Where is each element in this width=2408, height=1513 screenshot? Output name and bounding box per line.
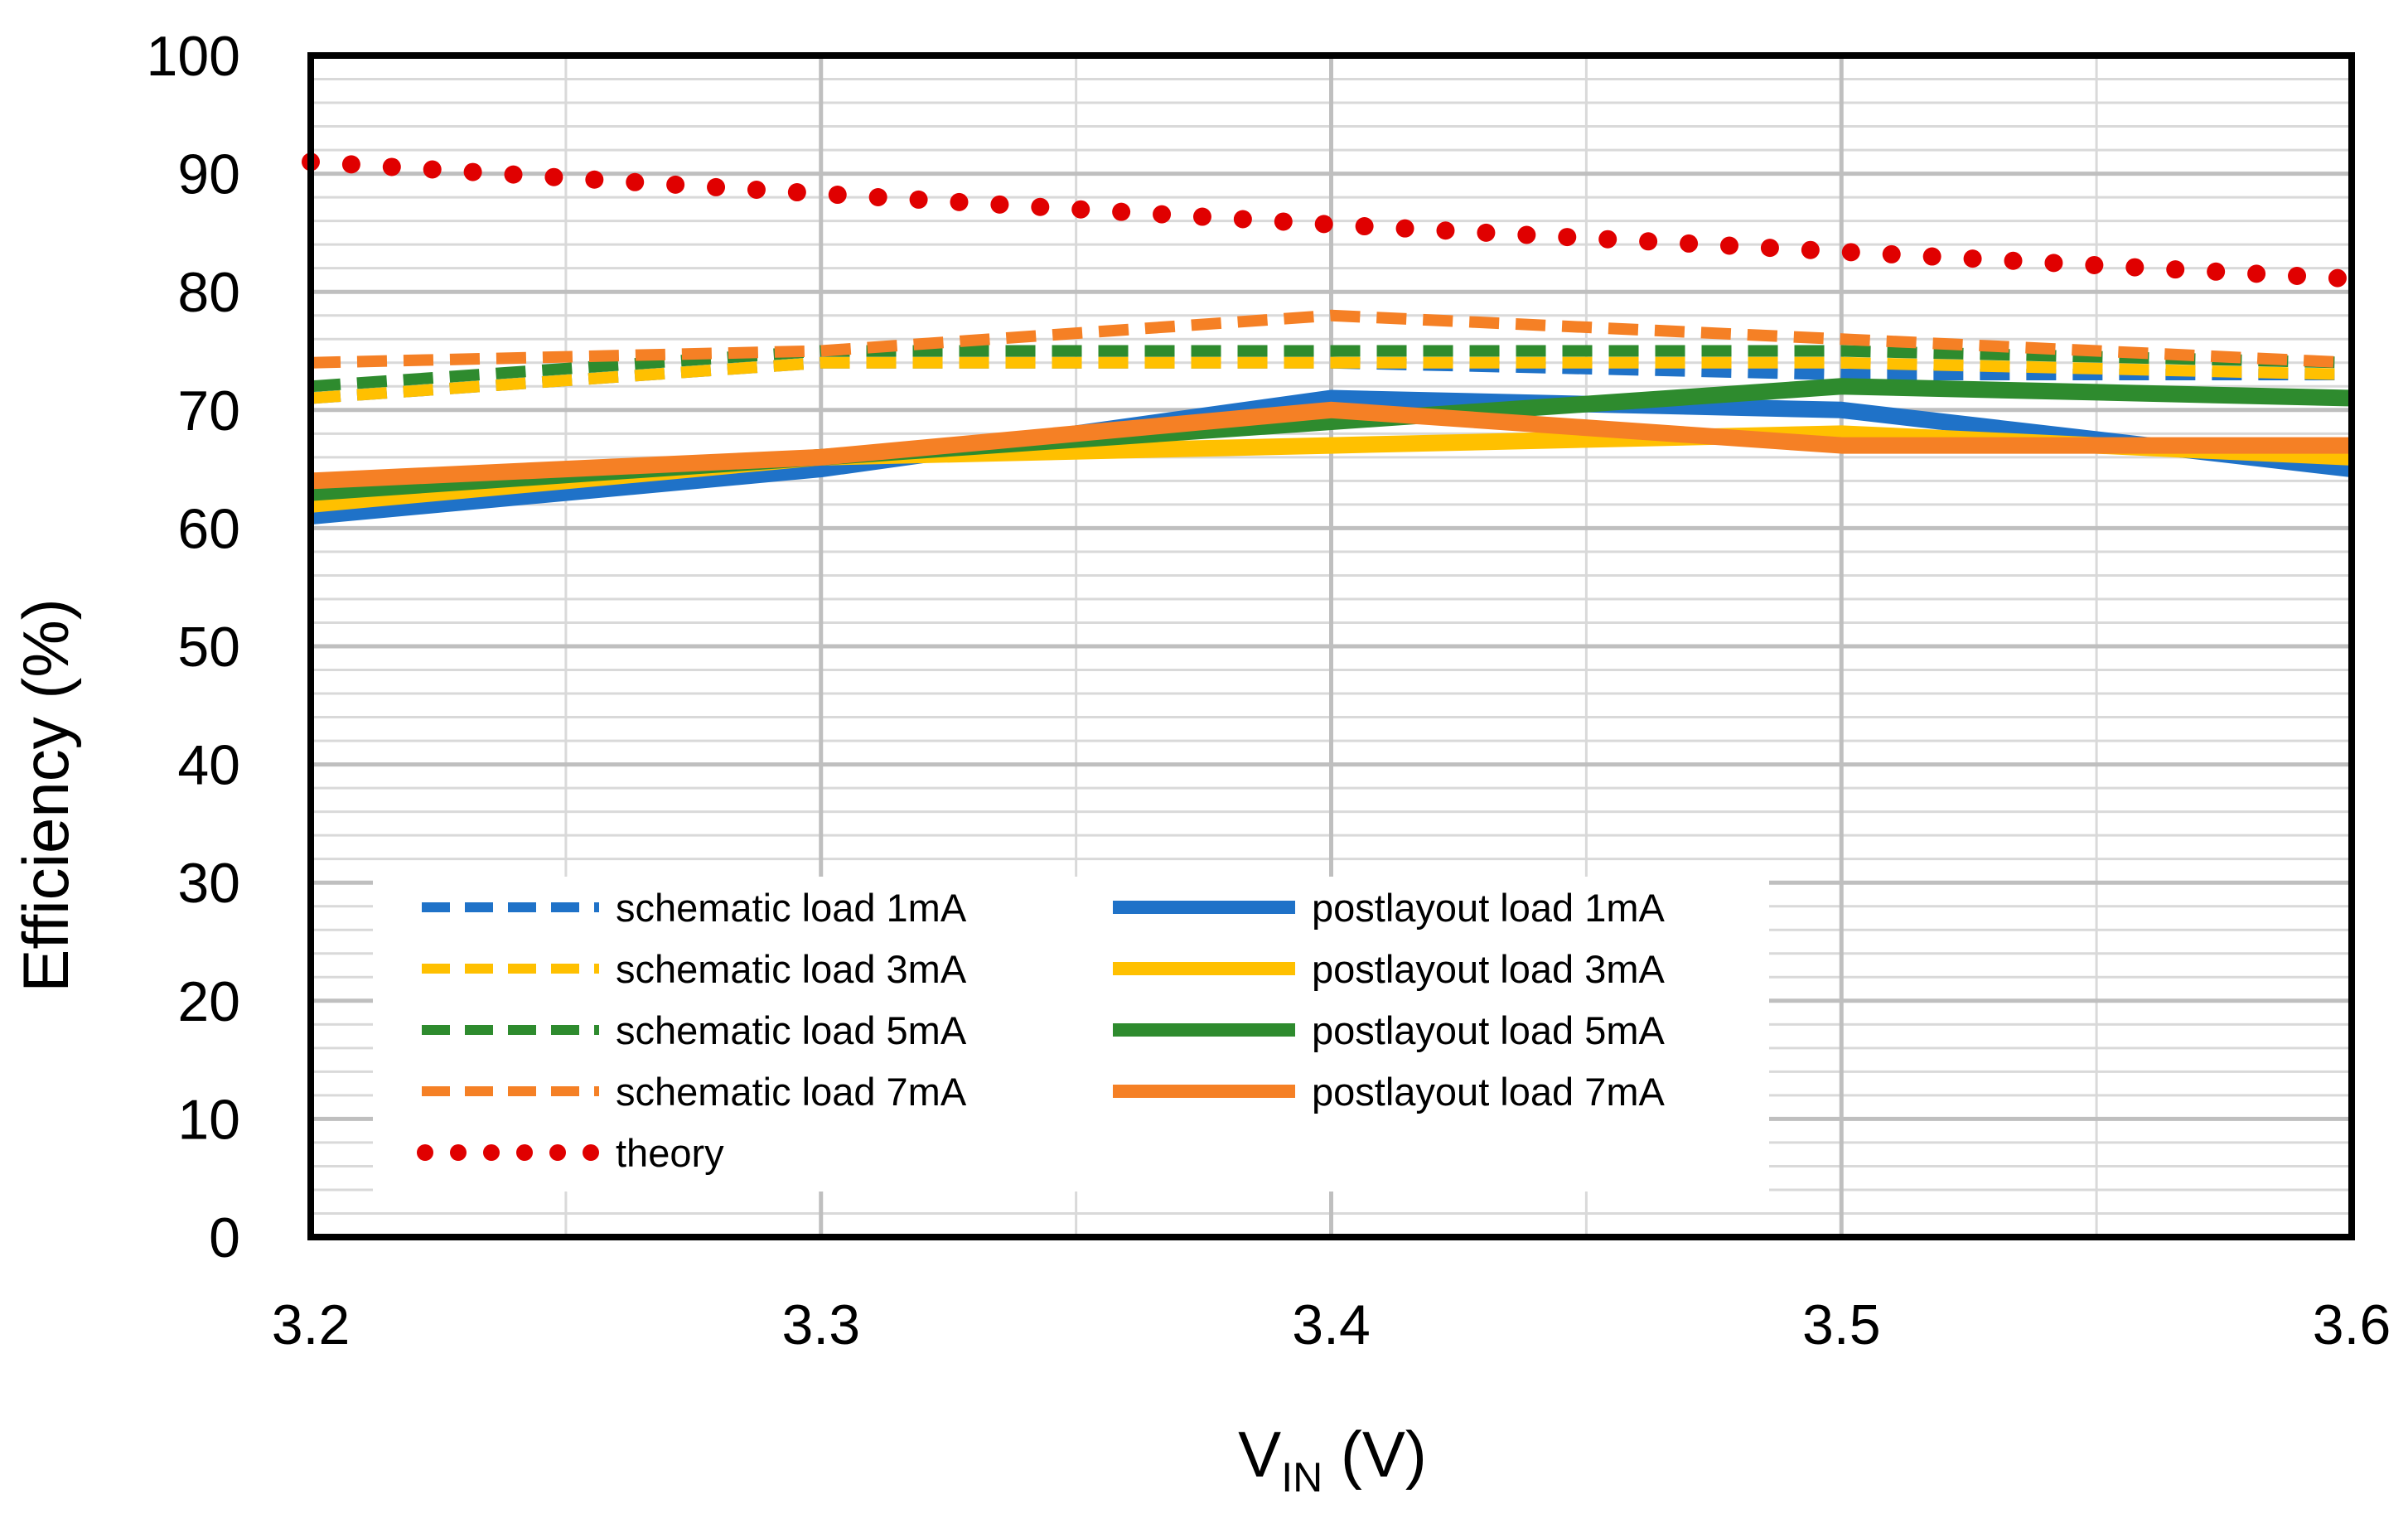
x-axis-title-suffix: (V) <box>1322 1418 1427 1491</box>
x-tick-label: 3.6 <box>2313 1293 2391 1356</box>
y-tick-label: 50 <box>177 616 240 679</box>
legend-label-schematic-load-5ma: schematic load 5mA <box>616 1008 967 1052</box>
x-axis-title: VIN (V) <box>1238 1418 1427 1501</box>
legend-label-postlayout-load-1ma: postlayout load 1mA <box>1312 886 1666 930</box>
x-axis-tick-labels: 3.2 3.3 3.4 3.5 3.6 <box>272 1293 2391 1356</box>
legend-label-postlayout-load-5ma: postlayout load 5mA <box>1312 1008 1666 1052</box>
legend-label-postlayout-load-3ma: postlayout load 3mA <box>1312 947 1666 991</box>
y-tick-label: 90 <box>177 143 240 206</box>
series-line-postlayout-load-1ma <box>310 389 2353 525</box>
y-tick-label: 100 <box>147 25 240 88</box>
legend-label-schematic-load-3ma: schematic load 3mA <box>616 947 967 991</box>
y-tick-label: 40 <box>177 734 240 797</box>
y-tick-label: 0 <box>209 1206 240 1269</box>
x-tick-label: 3.4 <box>1292 1293 1371 1356</box>
legend: schematic load 1mA schematic load 3mA sche… <box>417 886 1666 1175</box>
legend-label-schematic-load-7ma: schematic load 7mA <box>616 1070 967 1114</box>
x-axis-title-main: V <box>1238 1418 1281 1491</box>
series-line-schematic-load-5ma <box>310 345 2352 393</box>
legend-box <box>373 877 1769 1192</box>
legend-label-theory: theory <box>616 1131 724 1175</box>
series-line-schematic-load-7ma <box>310 309 2352 369</box>
series-line-schematic-load-3ma <box>310 356 2352 404</box>
y-tick-label: 30 <box>177 852 240 915</box>
x-tick-label: 3.2 <box>272 1293 351 1356</box>
y-tick-label: 80 <box>177 261 240 324</box>
x-tick-label: 3.5 <box>1802 1293 1881 1356</box>
x-axis-title-subscript: IN <box>1281 1454 1322 1501</box>
y-tick-label: 60 <box>177 497 240 560</box>
series-line-theory <box>302 152 2361 288</box>
series-line-postlayout-load-7ma <box>310 401 2352 490</box>
y-axis-tick-labels: 0 10 20 30 40 50 60 70 80 90 100 <box>147 25 240 1269</box>
plot-area-border <box>307 52 2355 1240</box>
series-layer <box>302 152 2361 525</box>
y-tick-label: 10 <box>177 1088 240 1151</box>
legend-label-schematic-load-1ma: schematic load 1mA <box>616 886 967 930</box>
y-tick-label: 70 <box>177 379 240 442</box>
x-tick-label: 3.3 <box>781 1293 860 1356</box>
y-axis-title: Efficiency (%) <box>9 598 82 992</box>
y-tick-label: 20 <box>177 970 240 1033</box>
legend-label-postlayout-load-7ma: postlayout load 7mA <box>1312 1070 1666 1114</box>
